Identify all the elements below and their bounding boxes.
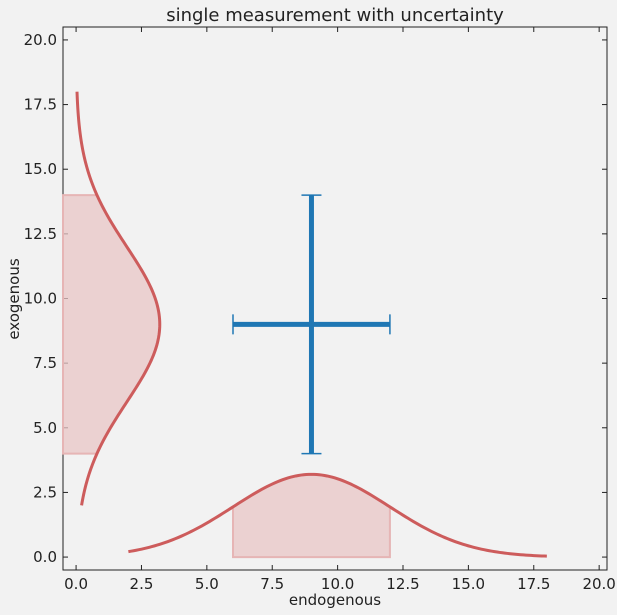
y-tick-label: 15.0 bbox=[24, 160, 57, 178]
y-tick-label: 12.5 bbox=[24, 225, 57, 243]
x-tick-label: 20.0 bbox=[582, 575, 615, 593]
x-tick-label: 7.5 bbox=[260, 575, 284, 593]
y-tick-label: 20.0 bbox=[24, 31, 57, 49]
y-tick-label: 7.5 bbox=[33, 354, 57, 372]
x-tick-label: 2.5 bbox=[130, 575, 154, 593]
plot-area bbox=[62, 91, 547, 559]
y-axis-label: exogenous bbox=[5, 258, 23, 339]
x-tick-label: 0.0 bbox=[64, 575, 88, 593]
x-axis-label: endogenous bbox=[289, 591, 381, 609]
x-tick-label: 12.5 bbox=[386, 575, 419, 593]
x-tick-label: 17.5 bbox=[517, 575, 550, 593]
x-tick-label: 10.0 bbox=[321, 575, 354, 593]
y-tick-label: 0.0 bbox=[33, 548, 57, 566]
y-tick-label: 5.0 bbox=[33, 419, 57, 437]
y-distribution-curve bbox=[75, 91, 162, 506]
y-uncertainty-shade bbox=[62, 194, 161, 455]
x-distribution-curve bbox=[128, 472, 547, 558]
x-tick-label: 15.0 bbox=[452, 575, 485, 593]
chart-title: single measurement with uncertainty bbox=[166, 5, 504, 26]
y-tick-label: 2.5 bbox=[33, 483, 57, 501]
x-tick-label: 5.0 bbox=[195, 575, 219, 593]
data-point bbox=[308, 321, 314, 327]
x-axis: 0.0 2.5 5.0 7.5 10.0 12.5 15.0 17.5 20.0 bbox=[64, 27, 616, 593]
y-tick-label: 10.0 bbox=[24, 290, 57, 308]
x-uncertainty-shade bbox=[232, 473, 391, 559]
y-axis: 0.0 2.5 5.0 7.5 10.0 12.5 15.0 17.5 20.0 bbox=[24, 31, 607, 566]
y-tick-label: 17.5 bbox=[24, 96, 57, 114]
